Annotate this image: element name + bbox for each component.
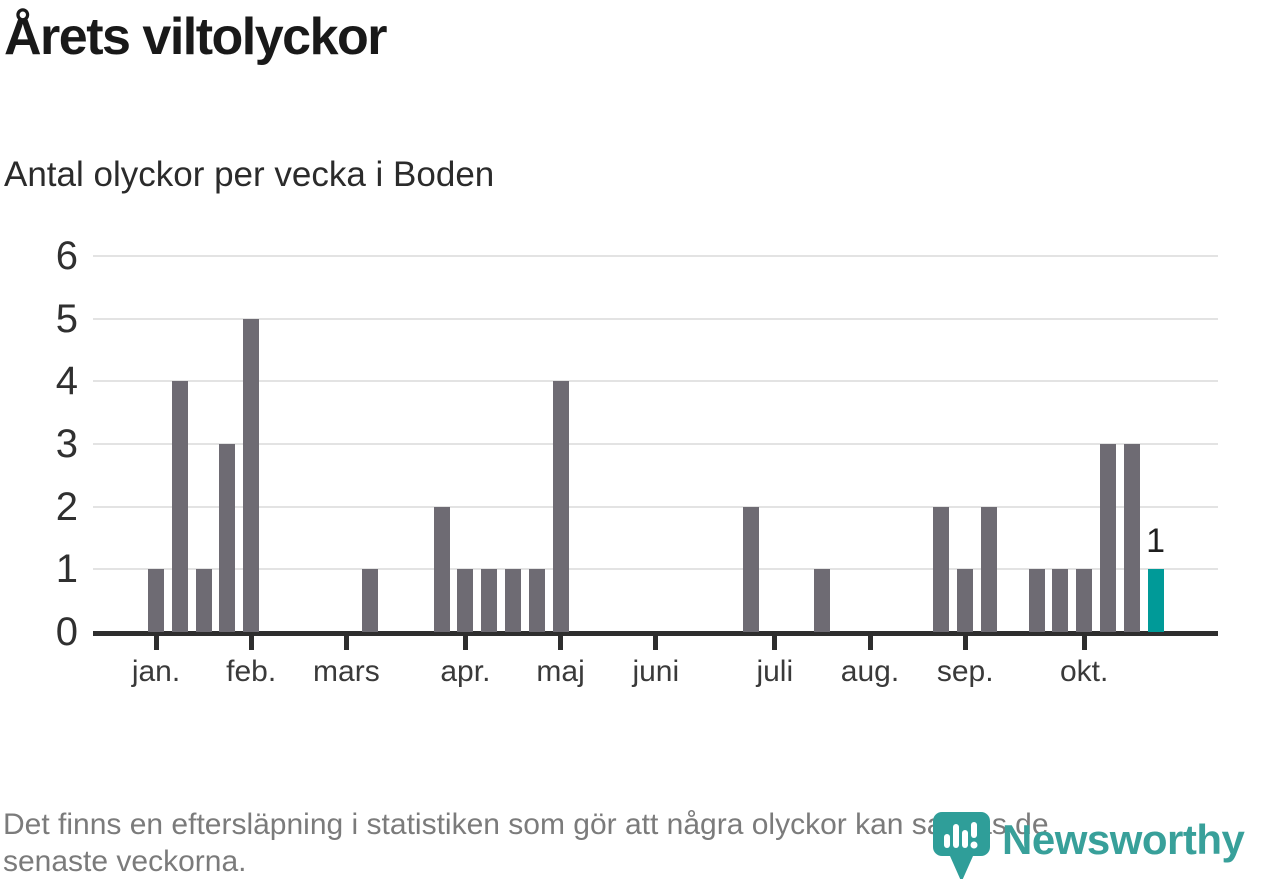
y-axis-label: 1 bbox=[55, 547, 78, 592]
x-axis-label: feb. bbox=[226, 655, 277, 688]
x-axis-label: okt. bbox=[1060, 655, 1109, 688]
bar bbox=[814, 569, 831, 632]
bar bbox=[148, 569, 164, 632]
y-axis-label: 5 bbox=[55, 296, 78, 341]
bar bbox=[528, 569, 545, 632]
bar bbox=[433, 506, 450, 632]
x-axis-label: juli bbox=[756, 655, 794, 688]
x-axis-tick bbox=[772, 636, 778, 650]
bar-value-label: 1 bbox=[1146, 522, 1166, 561]
chart-subtitle: Antal olyckor per vecka i Boden bbox=[4, 155, 495, 194]
gridline bbox=[93, 317, 1218, 320]
x-axis-label: maj bbox=[536, 655, 585, 688]
x-axis-label: apr. bbox=[440, 655, 491, 688]
x-axis-tick bbox=[1081, 636, 1087, 650]
bar bbox=[505, 569, 521, 632]
bar bbox=[219, 444, 236, 632]
y-axis-label: 6 bbox=[55, 234, 78, 278]
gridline bbox=[93, 380, 1218, 383]
footer-line: Det finns en eftersläpning i statistiken… bbox=[3, 808, 1049, 841]
x-axis-label: juni bbox=[632, 655, 680, 688]
x-axis-label: sep. bbox=[936, 655, 994, 688]
bar bbox=[362, 569, 379, 632]
bar bbox=[243, 318, 260, 632]
bar bbox=[1123, 444, 1140, 632]
bar bbox=[981, 506, 997, 632]
bar bbox=[933, 506, 950, 632]
x-axis-label: aug. bbox=[840, 655, 900, 688]
x-axis-tick bbox=[867, 636, 873, 650]
x-axis-label: jan. bbox=[131, 655, 181, 688]
y-axis-label: 2 bbox=[55, 484, 78, 529]
x-axis-tick bbox=[962, 636, 968, 650]
bar bbox=[1100, 444, 1116, 632]
bar bbox=[457, 569, 474, 632]
x-axis-tick bbox=[462, 636, 468, 650]
bar bbox=[171, 381, 188, 632]
gridline bbox=[93, 255, 1218, 257]
bar bbox=[957, 569, 974, 632]
bar bbox=[1147, 569, 1164, 632]
gridline bbox=[93, 505, 1218, 508]
gridline bbox=[93, 568, 1218, 571]
x-axis-label: mars bbox=[313, 655, 380, 688]
y-axis-label: 0 bbox=[55, 610, 78, 654]
newsworthy-wordmark: Newsworthy bbox=[1002, 816, 1245, 863]
y-axis-label: 4 bbox=[55, 359, 78, 404]
x-axis-tick bbox=[153, 636, 159, 650]
footer-line: senaste veckorna. bbox=[3, 845, 247, 878]
x-axis-tick bbox=[343, 636, 349, 650]
x-axis-tick bbox=[653, 636, 659, 650]
bar bbox=[552, 381, 569, 632]
bar bbox=[1052, 569, 1069, 632]
x-axis-line bbox=[93, 631, 1218, 636]
bar bbox=[1076, 569, 1093, 632]
chart-title: Årets viltolyckor bbox=[4, 8, 388, 66]
bar bbox=[195, 569, 212, 632]
gridline bbox=[93, 443, 1218, 445]
bar bbox=[481, 569, 498, 632]
newsworthy-logo: Newsworthy bbox=[930, 810, 1262, 879]
newsworthy-pin-icon bbox=[933, 812, 990, 879]
bar bbox=[743, 506, 759, 632]
bar bbox=[1028, 569, 1045, 632]
footer-note: Det finns en eftersläpning i statistiken… bbox=[3, 806, 1049, 879]
y-axis-label: 3 bbox=[55, 422, 78, 466]
x-axis-tick bbox=[558, 636, 564, 650]
x-axis-tick bbox=[248, 636, 254, 650]
